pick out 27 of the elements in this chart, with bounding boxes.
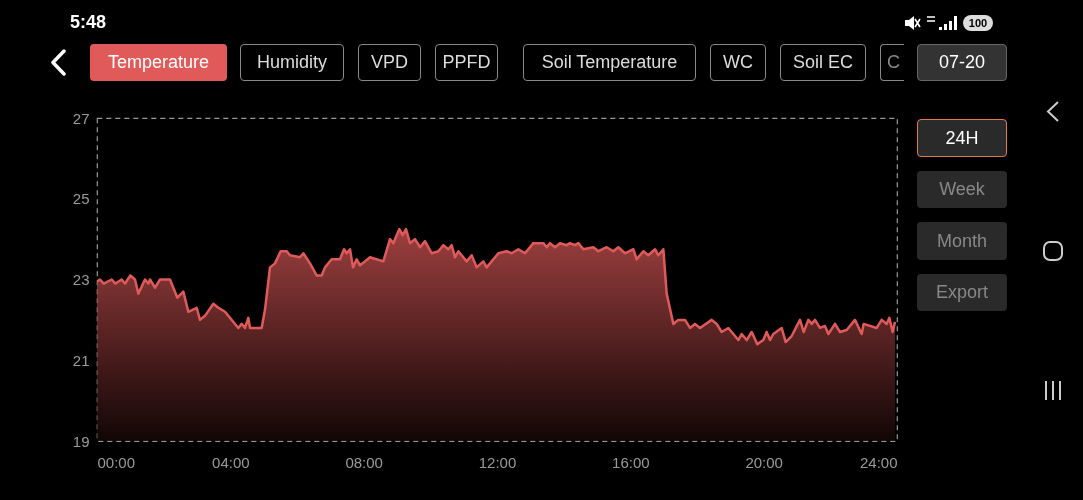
y-tick-label: 21 [72,351,90,369]
text: 5:48 [69,10,107,34]
text: VPD [358,44,421,81]
text: PPFD [435,44,498,81]
x-tick-label: 12:00 [478,453,517,471]
y-tick-label: 25 [72,190,90,208]
text: 100 [963,15,993,31]
x-tick-label: 24:00 [859,453,898,471]
x-tick-label: 00:00 [97,453,136,471]
y-tick-label: 23 [72,271,90,288]
text: Export [917,274,1007,311]
text: C [880,44,904,81]
text: Month [917,222,1007,260]
y-tick-label: 27 [72,109,90,127]
x-tick-label: 16:00 [612,453,650,471]
x-tick-label: 04:00 [212,453,250,471]
text: Soil EC [780,44,866,81]
text: Soil Temperature [523,44,696,81]
x-tick-label: 20:00 [745,453,783,471]
text: Humidity [240,44,344,81]
text: 24H [917,119,1007,157]
x-tick-label: 08:00 [345,453,383,471]
text: WC [710,44,766,81]
text: Week [917,171,1007,208]
text: 07-20 [917,44,1007,81]
text: Temperature [90,44,227,81]
y-tick-label: 19 [72,432,90,450]
